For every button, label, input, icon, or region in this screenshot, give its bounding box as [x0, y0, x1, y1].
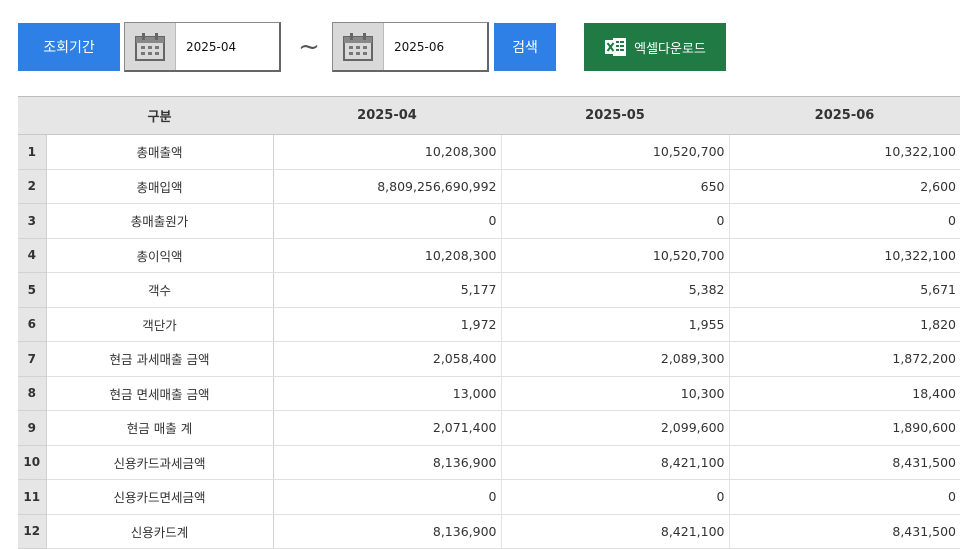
row-value: 0	[729, 479, 960, 515]
row-value: 1,972	[273, 307, 502, 342]
row-value: 2,089,300	[501, 341, 730, 377]
row-label: 현금 매출 계	[45, 410, 274, 446]
table-row: 7 현금 과세매출 금액 2,058,400 2,089,300 1,872,200	[18, 341, 960, 377]
row-index: 10	[18, 445, 46, 480]
row-label: 총매출원가	[45, 203, 274, 239]
row-label: 총매입액	[45, 169, 274, 204]
row-index: 5	[18, 272, 46, 308]
row-label: 신용카드과세금액	[45, 445, 274, 480]
row-value: 5,671	[729, 272, 960, 308]
monthly-report-table: 구분 2025-04 2025-05 2025-06 1 총매출액 10,208,3…	[18, 96, 960, 549]
table-row: 4 총이익액 10,208,300 10,520,700 10,322,100	[18, 238, 960, 273]
row-value: 1,955	[501, 307, 730, 342]
row-value: 13,000	[273, 376, 502, 411]
date-from-value[interactable]: 2025-04	[186, 39, 237, 54]
row-value: 0	[501, 203, 730, 239]
period-label: 조회기간	[18, 23, 120, 71]
table-row: 6 객단가 1,972 1,955 1,820	[18, 307, 960, 342]
table-row: 12 신용카드계 8,136,900 8,421,100 8,431,500	[18, 514, 960, 549]
header-month-2: 2025-05	[501, 96, 729, 135]
excel-download-button[interactable]: 엑셀다운로드	[584, 23, 726, 71]
table-row: 9 현금 매출 계 2,071,400 2,099,600 1,890,600	[18, 410, 960, 446]
search-toolbar: 조회기간 2025-04 ~	[18, 22, 738, 72]
table-row: 10 신용카드과세금액 8,136,900 8,421,100 8,431,500	[18, 445, 960, 480]
row-value: 18,400	[729, 376, 960, 411]
row-index: 2	[18, 169, 46, 204]
row-value: 10,520,700	[501, 238, 730, 273]
row-index: 11	[18, 479, 46, 515]
excel-icon	[604, 35, 628, 59]
row-value: 8,421,100	[501, 445, 730, 480]
row-value: 1,820	[729, 307, 960, 342]
date-from-picker[interactable]: 2025-04	[124, 22, 281, 72]
row-index: 3	[18, 203, 46, 239]
row-label: 객수	[45, 272, 274, 308]
calendar-icon[interactable]	[125, 23, 176, 70]
table-row: 11 신용카드면세금액 0 0 0	[18, 479, 960, 515]
header-index	[18, 96, 46, 135]
row-value: 8,431,500	[729, 514, 960, 549]
row-value: 0	[273, 479, 502, 515]
table-row: 3 총매출원가 0 0 0	[18, 203, 960, 239]
row-label: 현금 면세매출 금액	[45, 376, 274, 411]
row-value: 10,322,100	[729, 238, 960, 273]
calendar-icon[interactable]	[333, 23, 384, 70]
row-value: 5,382	[501, 272, 730, 308]
row-value: 2,600	[729, 169, 960, 204]
header-month-3: 2025-06	[729, 96, 960, 135]
search-button[interactable]: 검색	[494, 23, 556, 71]
row-label: 신용카드면세금액	[45, 479, 274, 515]
table-row: 8 현금 면세매출 금액 13,000 10,300 18,400	[18, 376, 960, 411]
date-separator: ~	[298, 32, 320, 62]
row-value: 8,431,500	[729, 445, 960, 480]
row-label: 총매출액	[45, 134, 274, 170]
row-index: 8	[18, 376, 46, 411]
row-index: 12	[18, 514, 46, 549]
row-value: 0	[273, 203, 502, 239]
row-label: 현금 과세매출 금액	[45, 341, 274, 377]
row-value: 8,809,256,690,992	[273, 169, 502, 204]
row-index: 4	[18, 238, 46, 273]
excel-download-label: 엑셀다운로드	[634, 41, 706, 57]
table-row: 5 객수 5,177 5,382 5,671	[18, 272, 960, 308]
row-value: 8,136,900	[273, 445, 502, 480]
row-value: 8,136,900	[273, 514, 502, 549]
row-label: 객단가	[45, 307, 274, 342]
row-label: 신용카드계	[45, 514, 274, 549]
row-value: 10,208,300	[273, 238, 502, 273]
header-month-1: 2025-04	[273, 96, 501, 135]
row-index: 9	[18, 410, 46, 446]
row-value: 10,300	[501, 376, 730, 411]
date-to-picker[interactable]: 2025-06	[332, 22, 489, 72]
row-value: 650	[501, 169, 730, 204]
table-row: 1 총매출액 10,208,300 10,520,700 10,322,100	[18, 134, 960, 170]
row-value: 1,872,200	[729, 341, 960, 377]
row-value: 10,208,300	[273, 134, 502, 170]
row-value: 0	[729, 203, 960, 239]
row-value: 10,520,700	[501, 134, 730, 170]
row-value: 2,071,400	[273, 410, 502, 446]
row-value: 2,099,600	[501, 410, 730, 446]
row-value: 0	[501, 479, 730, 515]
header-category: 구분	[46, 96, 273, 135]
table-row: 2 총매입액 8,809,256,690,992 650 2,600	[18, 169, 960, 204]
row-value: 10,322,100	[729, 134, 960, 170]
row-value: 5,177	[273, 272, 502, 308]
row-value: 2,058,400	[273, 341, 502, 377]
row-value: 1,890,600	[729, 410, 960, 446]
row-index: 1	[18, 134, 46, 170]
table-header-row: 구분 2025-04 2025-05 2025-06	[18, 96, 960, 135]
row-value: 8,421,100	[501, 514, 730, 549]
row-index: 7	[18, 341, 46, 377]
row-index: 6	[18, 307, 46, 342]
date-to-value[interactable]: 2025-06	[394, 39, 445, 54]
row-label: 총이익액	[45, 238, 274, 273]
